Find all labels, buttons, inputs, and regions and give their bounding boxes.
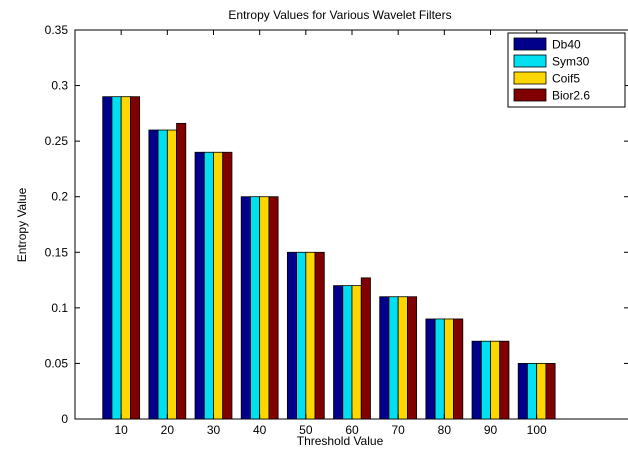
- bar-db40-10: [102, 96, 113, 420]
- bar-db40-50: [286, 251, 297, 420]
- bar-coif5-80: [443, 318, 454, 420]
- bar-db40-80: [425, 318, 436, 420]
- y-axis-label: Entropy Value: [15, 187, 29, 262]
- bar-bior2-6-70: [406, 296, 418, 420]
- legend-swatch-db40: [513, 37, 547, 51]
- y-axis: 0 0.05 0.1 0.15 0.2 0.25 0.3 0.35: [45, 23, 628, 426]
- bar-db40-100: [517, 363, 528, 420]
- bar-bior2-6-90: [499, 340, 510, 420]
- bar-bior2-6-10: [129, 96, 141, 420]
- bar-coif5-10: [120, 96, 131, 420]
- x-axis: 10 20 30 40 50 60 70 80 90 100: [114, 30, 547, 437]
- legend-label: Coif5: [552, 72, 580, 86]
- y-tick-label: 0.25: [45, 134, 69, 148]
- bar-bior2-6-30: [222, 151, 233, 420]
- bar-bior2-6-40: [268, 196, 279, 420]
- y-tick-label: 0.05: [45, 356, 69, 370]
- bar-bior2-6-20: [176, 122, 187, 420]
- bar-sym30-80: [434, 318, 445, 420]
- x-tick-label: 50: [299, 423, 313, 437]
- legend-label: Sym30: [552, 55, 590, 69]
- x-axis-label: Threshold Value: [297, 434, 384, 448]
- bar-coif5-40: [259, 196, 270, 420]
- bar-sym30-60: [342, 285, 353, 420]
- bar-bior2-6-50: [314, 251, 325, 420]
- legend-swatch-bior2-6: [513, 88, 547, 102]
- bar-coif5-100: [536, 363, 547, 420]
- y-tick-label: 0.1: [51, 301, 68, 315]
- bar-bior2-6-80: [453, 318, 464, 420]
- x-tick-label: 10: [114, 423, 128, 437]
- bar-sym30-40: [250, 196, 261, 420]
- chart-title: Entropy Values for Various Wavelet Filte…: [228, 8, 451, 22]
- legend-swatch-sym30: [513, 54, 547, 68]
- x-tick-label: 40: [253, 423, 267, 437]
- bar-bior2-6-60: [360, 277, 371, 420]
- bars-layer: [102, 96, 556, 420]
- bar-sym30-10: [111, 96, 122, 420]
- bar-coif5-30: [213, 151, 224, 420]
- bar-db40-20: [148, 129, 159, 420]
- x-tick-label: 30: [207, 423, 221, 437]
- bar-coif5-90: [490, 340, 501, 420]
- x-tick-label: 60: [345, 423, 359, 437]
- x-tick-label: 80: [438, 423, 452, 437]
- bar-sym30-100: [527, 363, 538, 420]
- bar-coif5-20: [166, 129, 177, 420]
- bar-coif5-60: [351, 285, 362, 420]
- y-tick-label: 0: [61, 412, 68, 426]
- legend-label: Bior2.6: [552, 89, 590, 103]
- x-tick-label: 20: [161, 423, 175, 437]
- bar-db40-40: [240, 196, 251, 420]
- bar-sym30-30: [203, 151, 214, 420]
- x-tick-label: 100: [527, 423, 547, 437]
- y-tick-label: 0.15: [45, 245, 69, 259]
- bar-sym30-70: [388, 296, 399, 420]
- bar-sym30-90: [480, 340, 491, 420]
- legend: Db40 Sym30 Coif5 Bior2.6: [507, 32, 626, 108]
- bar-db40-60: [333, 285, 344, 420]
- legend-label: Db40: [552, 38, 581, 52]
- x-tick-label: 70: [391, 423, 405, 437]
- bar-db40-90: [471, 340, 482, 420]
- bar-bior2-6-100: [545, 363, 556, 420]
- y-tick-label: 0.3: [51, 79, 68, 93]
- bar-db40-30: [194, 151, 205, 420]
- bar-db40-70: [379, 296, 390, 420]
- y-tick-label: 0.2: [51, 190, 68, 204]
- legend-swatch-coif5: [513, 71, 547, 85]
- bar-coif5-50: [305, 251, 316, 420]
- x-tick-label: 90: [484, 423, 498, 437]
- bar-sym30-50: [296, 251, 307, 420]
- bar-coif5-70: [397, 296, 408, 420]
- bar-sym30-20: [157, 129, 168, 420]
- y-tick-label: 0.35: [45, 23, 69, 37]
